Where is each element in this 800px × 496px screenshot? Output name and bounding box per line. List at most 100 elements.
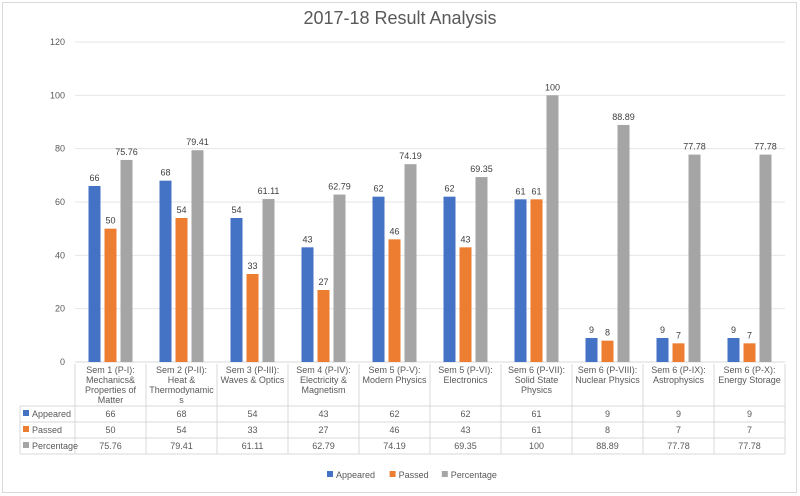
bar-passed [459, 247, 472, 362]
table-cell: 61 [531, 425, 541, 435]
bar-percentage [404, 164, 417, 362]
table-cell: 61 [531, 409, 541, 419]
bar-appeared [656, 338, 669, 362]
bar-percentage [617, 124, 630, 363]
bar-percentage [333, 194, 346, 362]
chart-title: 2017-18 Result Analysis [303, 8, 496, 28]
data-label: 50 [105, 216, 115, 226]
bar-appeared [585, 338, 598, 362]
category-label: Sem 6 (P-IX): Astrophysics [651, 365, 706, 385]
bar-appeared [301, 247, 314, 362]
table-cell: 7 [676, 425, 681, 435]
bar-passed [530, 199, 543, 362]
table-cell: 88.89 [596, 441, 619, 451]
y-tick-label: 80 [55, 144, 65, 154]
data-label: 62.79 [328, 182, 351, 192]
table-cell: 69.35 [454, 441, 477, 451]
bar-passed [104, 228, 117, 362]
table-cell: 9 [605, 409, 610, 419]
bar-appeared [727, 338, 740, 362]
category-label: Sem 5 (P-V): Modern Physics [362, 365, 427, 385]
data-label: 79.41 [186, 137, 209, 147]
data-label: 9 [731, 325, 736, 335]
legend-swatch-passed [389, 471, 396, 477]
y-tick-label: 60 [55, 197, 65, 207]
legend-key-appeared [23, 410, 29, 416]
legend-swatch-appeared [327, 471, 333, 477]
y-tick-label: 20 [55, 304, 65, 314]
data-label: 33 [247, 261, 257, 271]
bar-appeared [514, 199, 527, 362]
category-label: Sem 6 (P-X): Energy Storage [718, 365, 781, 385]
data-label: 75.76 [115, 147, 138, 157]
table-cell: 7 [747, 425, 752, 435]
bar-passed [743, 343, 756, 362]
data-label: 43 [302, 234, 312, 244]
table-cell: 74.19 [383, 441, 406, 451]
table-cell: 46 [389, 425, 399, 435]
bar-appeared [372, 196, 385, 362]
category-label: Sem 6 (P-VIII): Nuclear Physics [575, 365, 640, 385]
bar-percentage [120, 159, 133, 362]
data-label: 100 [545, 82, 560, 92]
table-cell: 54 [247, 409, 257, 419]
bar-percentage [262, 199, 275, 362]
legend-key-passed [23, 426, 29, 432]
table-cell: 43 [460, 425, 470, 435]
data-label: 66 [89, 173, 99, 183]
bar-passed [388, 239, 401, 362]
legend-key-percentage [23, 442, 29, 448]
table-cell: 66 [105, 409, 115, 419]
legend-label: Percentage [451, 470, 497, 480]
table-cell: 75.76 [99, 441, 122, 451]
bar-passed [601, 340, 614, 362]
data-label: 69.35 [470, 164, 493, 174]
table-cell: 50 [105, 425, 115, 435]
table-cell: 77.78 [667, 441, 690, 451]
category-label: Sem 2 (P-II): Heat & Thermodynamics [149, 365, 214, 405]
data-label: 9 [589, 325, 594, 335]
table-cell: 8 [605, 425, 610, 435]
table-cell: 62 [389, 409, 399, 419]
data-label: 9 [660, 325, 665, 335]
table-cell: 77.78 [738, 441, 761, 451]
data-label: 74.19 [399, 151, 422, 161]
table-cell: 9 [747, 409, 752, 419]
bar-percentage [546, 95, 559, 362]
y-tick-label: 40 [55, 250, 65, 260]
data-label: 61 [515, 186, 525, 196]
table-cell: 54 [176, 425, 186, 435]
category-label: Sem 5 (P-VI): Electronics [438, 365, 493, 385]
table-cell: 43 [318, 409, 328, 419]
table-cell: 9 [676, 409, 681, 419]
table-cell: 62.79 [312, 441, 335, 451]
bar-appeared [230, 218, 243, 362]
category-label: Sem 6 (P-VII): Solid State Physics [507, 365, 565, 395]
bar-percentage [688, 154, 701, 362]
data-label: 62 [444, 184, 454, 194]
data-label: 62 [373, 184, 383, 194]
data-label: 46 [389, 226, 399, 236]
data-label: 61 [531, 186, 541, 196]
bar-passed [317, 290, 330, 362]
table-cell: 68 [176, 409, 186, 419]
data-label: 77.78 [683, 142, 706, 152]
table-cell: 62 [460, 409, 470, 419]
data-label: 54 [231, 205, 241, 215]
category-label: Sem 4 (P-IV): Electricity & Magnetism [296, 365, 351, 395]
legend-label: Appeared [336, 470, 375, 480]
table-cell: 100 [529, 441, 544, 451]
bar-passed [175, 218, 188, 362]
category-label: Sem 1 (P-I): Mechanics& Properties of Ma… [84, 365, 137, 405]
data-label: 54 [176, 205, 186, 215]
y-tick-label: 0 [60, 357, 65, 367]
data-label: 43 [460, 234, 470, 244]
bar-appeared [443, 196, 456, 362]
data-label: 88.89 [612, 112, 635, 122]
data-label: 7 [676, 330, 681, 340]
table-row-header: Appeared [32, 409, 71, 419]
bar-appeared [88, 186, 101, 362]
bar-passed [672, 343, 685, 362]
